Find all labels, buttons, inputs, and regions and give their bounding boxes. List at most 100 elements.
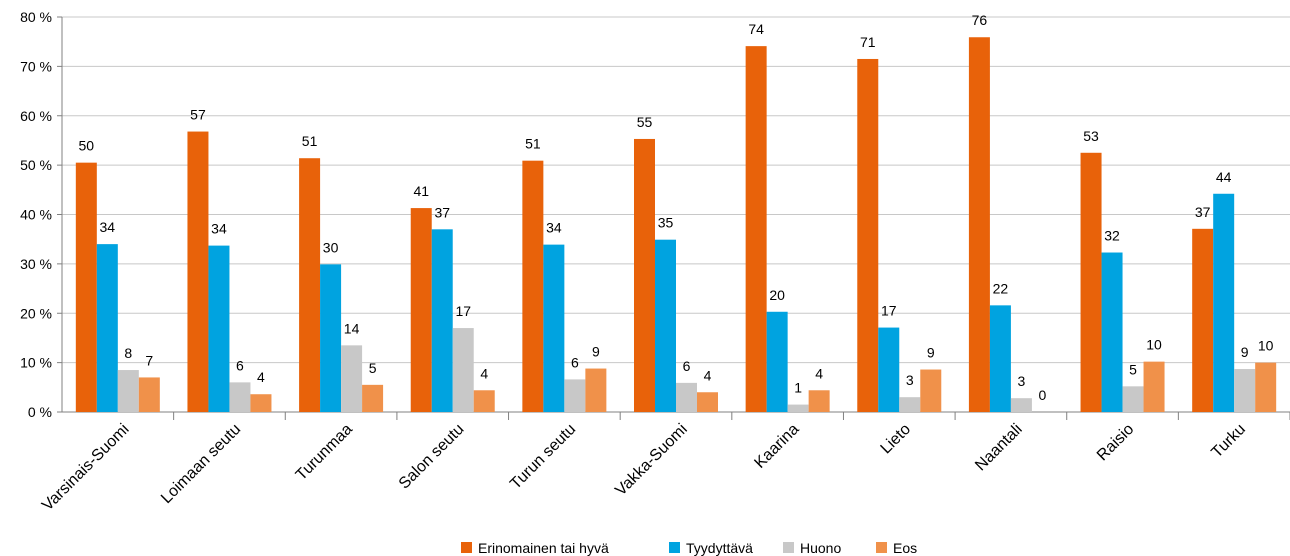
bar: [117, 370, 139, 412]
data-label: 41: [413, 183, 429, 199]
bar: [920, 369, 942, 412]
data-label: 30: [323, 239, 339, 255]
y-tick-label: 30 %: [20, 256, 52, 272]
bar: [766, 311, 788, 412]
data-label: 35: [658, 215, 674, 231]
data-label: 44: [1216, 169, 1232, 185]
data-label: 57: [190, 107, 206, 123]
data-label: 3: [906, 372, 914, 388]
legend: Erinomainen tai hyvä Tyydyttävä Huono Eos: [461, 540, 917, 556]
y-tick-label: 0 %: [28, 404, 52, 420]
x-tick-label: Loimaan seutu: [158, 421, 244, 507]
legend-label: Eos: [893, 540, 917, 556]
bar: [208, 245, 230, 412]
bar: [808, 390, 830, 412]
data-label: 6: [571, 354, 579, 370]
bar: [341, 345, 363, 412]
y-tick-label: 50 %: [20, 157, 52, 173]
data-label: 51: [525, 136, 541, 152]
y-axis: 0 % 10 % 20 % 30 % 40 % 50 % 60 % 70 % 80 %: [20, 9, 63, 420]
bar: [1192, 228, 1214, 412]
x-tick-label: Turunmaa: [293, 421, 356, 484]
bar: [452, 328, 474, 412]
bar: [138, 377, 160, 412]
data-label: 10: [1258, 338, 1274, 354]
data-label: 20: [769, 287, 785, 303]
bar: [968, 37, 990, 413]
bar: [1213, 193, 1235, 412]
bar: [543, 244, 565, 412]
legend-swatch: [461, 542, 472, 553]
y-tick-label: 20 %: [20, 305, 52, 321]
legend-label: Huono: [800, 540, 841, 556]
data-label: 9: [592, 344, 600, 360]
x-tick-label: Salon seutu: [396, 421, 468, 493]
data-label: 3: [1018, 373, 1026, 389]
x-tick-label: Varsinais-Suomi: [39, 421, 133, 515]
bar: [299, 158, 321, 412]
data-label: 14: [344, 320, 360, 336]
bar: [1255, 362, 1277, 412]
legend-label: Erinomainen tai hyvä: [478, 540, 609, 556]
data-label: 1: [794, 380, 802, 396]
data-label: 7: [145, 352, 153, 368]
data-label: 4: [480, 365, 488, 381]
x-tick-label: Kaarina: [751, 421, 802, 472]
x-tick-label: Turun seutu: [507, 421, 579, 493]
bar: [1101, 252, 1123, 412]
data-label: 6: [683, 358, 691, 374]
grid-lines: [62, 16, 1290, 413]
data-label: 17: [455, 303, 471, 319]
bar: [989, 305, 1011, 412]
data-label: 8: [124, 345, 132, 361]
bar: [634, 138, 655, 413]
bar: [250, 394, 272, 412]
data-label: 17: [881, 303, 897, 319]
data-label: 34: [546, 220, 562, 236]
bar: [1080, 152, 1102, 412]
x-tick-label: Turku: [1208, 421, 1249, 462]
bar: [564, 379, 586, 412]
data-label: 9: [1241, 344, 1249, 360]
data-label: 51: [302, 133, 318, 149]
bar: [410, 208, 432, 412]
data-label: 4: [257, 369, 265, 385]
data-label: 37: [434, 204, 450, 220]
bar: [229, 382, 251, 412]
y-tick-label: 10 %: [20, 355, 52, 371]
bar: [585, 368, 607, 412]
legend-swatch: [783, 542, 794, 553]
data-label: 0: [1039, 387, 1047, 403]
bar: [655, 239, 676, 412]
data-label: 22: [993, 280, 1009, 296]
x-tick-label: Lieto: [878, 421, 915, 458]
data-label: 71: [860, 34, 876, 50]
x-tick-label: Vakka-Suomi: [612, 421, 690, 499]
bar: [473, 390, 495, 412]
bar: [1010, 398, 1032, 412]
data-label: 74: [748, 21, 764, 37]
bar: [522, 160, 544, 412]
y-tick-label: 40 %: [20, 207, 52, 223]
data-label: 55: [637, 114, 653, 130]
bar: [676, 382, 697, 412]
bar: [878, 327, 900, 412]
y-tick-label: 70 %: [20, 58, 52, 74]
data-label: 76: [972, 12, 988, 28]
bar: [431, 229, 453, 412]
bar: [899, 397, 921, 412]
bar: [1143, 361, 1165, 412]
x-tick-label: Raisio: [1094, 421, 1138, 465]
bar: [1122, 386, 1144, 412]
x-axis: Varsinais-Suomi Loimaan seutu Turunmaa Salo…: [39, 411, 1290, 515]
bar: [96, 244, 118, 412]
bar: [857, 58, 879, 412]
data-label: 10: [1146, 337, 1162, 353]
y-tick-label: 60 %: [20, 108, 52, 124]
data-label: 50: [79, 138, 95, 154]
bars: [75, 37, 1277, 413]
bar: [187, 131, 209, 413]
legend-swatch: [669, 542, 680, 553]
bar: [697, 392, 718, 412]
